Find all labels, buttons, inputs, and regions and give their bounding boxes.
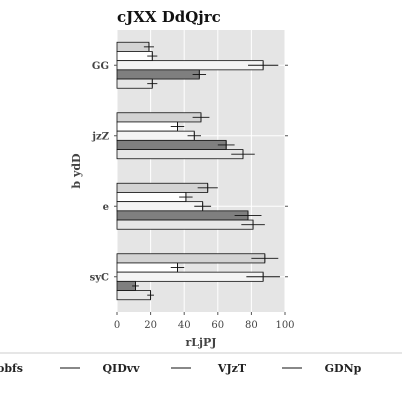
- x-axis-label: rLjPJ: [186, 336, 217, 349]
- bar: [116, 78, 153, 89]
- y-tick-label: jzZ: [91, 131, 109, 142]
- y-tick-label: syC: [90, 272, 109, 283]
- bar: [116, 201, 204, 212]
- x-tick-label: 40: [178, 320, 191, 331]
- bar: [116, 121, 178, 132]
- bar: [116, 130, 195, 141]
- bar: [116, 219, 254, 230]
- bar: [116, 271, 264, 282]
- chart-title: cJXX DdQjrc: [117, 8, 221, 26]
- bar: [116, 139, 227, 150]
- y-axis: GG jzZ e syC: [90, 61, 288, 283]
- x-axis: 0 20 40 60 80 100: [114, 312, 295, 331]
- y-tick-label: GG: [92, 61, 109, 72]
- bars: [116, 41, 266, 301]
- bar: [116, 210, 249, 221]
- bar: [116, 182, 209, 193]
- legend-label: VJzT: [217, 362, 247, 375]
- legend-label: GDNp: [325, 362, 362, 375]
- x-tick-label: 100: [275, 320, 294, 331]
- x-tick-label: 0: [114, 320, 120, 331]
- bar: [116, 149, 244, 160]
- bar: [116, 262, 178, 273]
- x-tick-label: 20: [144, 320, 157, 331]
- y-tick-label: e: [103, 202, 109, 213]
- error-bars: [132, 42, 280, 300]
- bar: [116, 290, 151, 301]
- x-tick-label: 80: [245, 320, 258, 331]
- bar: [116, 192, 187, 203]
- bar: [116, 69, 200, 80]
- y-axis-label: b ydD: [70, 153, 83, 189]
- bar: [116, 60, 264, 71]
- bar: [116, 253, 266, 264]
- bar: [116, 51, 153, 62]
- legend-label: obfs: [0, 362, 23, 375]
- legend: obfs QIDvv VJzT GDNp: [0, 362, 362, 375]
- bar: [116, 112, 202, 123]
- legend-label: QIDvv: [102, 362, 140, 375]
- x-tick-label: 60: [211, 320, 224, 331]
